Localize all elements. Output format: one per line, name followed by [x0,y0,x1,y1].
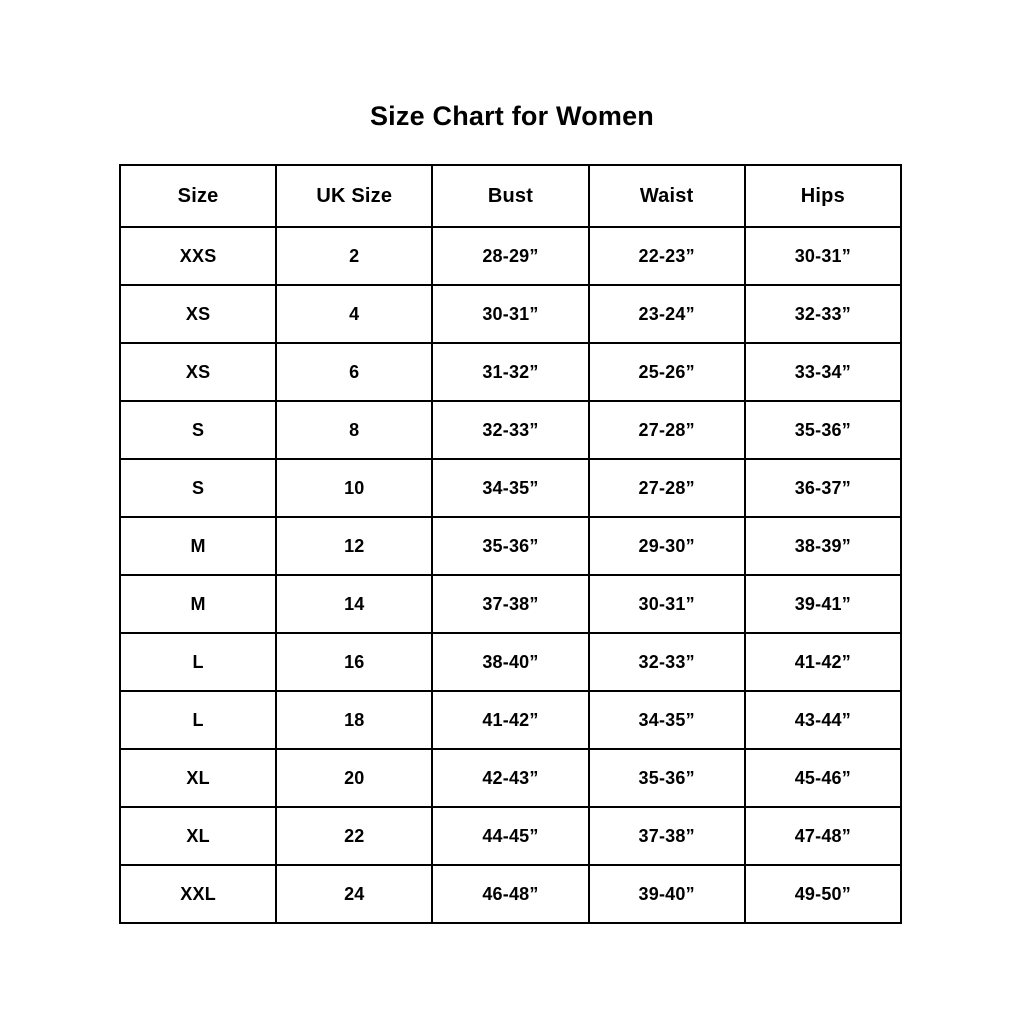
cell-hips: 32-33” [743,284,902,344]
table-row: XL 22 44-45” 37-38” 47-48” [118,806,902,866]
cell-waist: 22-23” [587,226,746,286]
cell-size: L [118,632,278,692]
cell-bust: 46-48” [431,864,590,924]
cell-uk_size: 18 [275,690,434,750]
cell-waist: 37-38” [587,806,746,866]
table-row: XL 20 42-43” 35-36” 45-46” [118,748,902,808]
table-header: Size UK Size Bust Waist Hips [118,164,902,228]
cell-waist: 32-33” [587,632,746,692]
cell-bust: 42-43” [431,748,590,808]
cell-bust: 30-31” [431,284,590,344]
cell-bust: 34-35” [431,458,590,518]
table-body: XXS 2 28-29” 22-23” 30-31” XS 4 30-31” 23-24” 32-… [118,226,902,924]
cell-hips: 39-41” [743,574,902,634]
cell-hips: 30-31” [743,226,902,286]
cell-bust: 28-29” [431,226,590,286]
column-header-size: Size [118,164,278,228]
cell-hips: 43-44” [743,690,902,750]
cell-size: M [118,574,278,634]
table-row: S 10 34-35” 27-28” 36-37” [118,458,902,518]
cell-uk_size: 22 [275,806,434,866]
cell-hips: 35-36” [743,400,902,460]
cell-waist: 34-35” [587,690,746,750]
cell-size: XL [118,806,278,866]
table-row: M 14 37-38” 30-31” 39-41” [118,574,902,634]
cell-bust: 38-40” [431,632,590,692]
cell-waist: 30-31” [587,574,746,634]
cell-size: XL [118,748,278,808]
cell-hips: 45-46” [743,748,902,808]
cell-waist: 29-30” [587,516,746,576]
size-chart-container: Size UK Size Bust Waist Hips XXS 2 28-29” 2… [118,164,902,924]
column-header-bust: Bust [431,164,590,228]
cell-uk_size: 2 [275,226,434,286]
cell-size: XS [118,342,278,402]
cell-bust: 31-32” [431,342,590,402]
cell-uk_size: 6 [275,342,434,402]
cell-hips: 41-42” [743,632,902,692]
table-row: XXS 2 28-29” 22-23” 30-31” [118,226,902,286]
table-row: S 8 32-33” 27-28” 35-36” [118,400,902,460]
table-row: L 18 41-42” 34-35” 43-44” [118,690,902,750]
cell-hips: 33-34” [743,342,902,402]
table-row: L 16 38-40” 32-33” 41-42” [118,632,902,692]
cell-size: XXL [118,864,278,924]
cell-hips: 49-50” [743,864,902,924]
cell-size: L [118,690,278,750]
cell-size: M [118,516,278,576]
cell-uk_size: 4 [275,284,434,344]
cell-uk_size: 8 [275,400,434,460]
cell-size: XXS [118,226,278,286]
cell-waist: 25-26” [587,342,746,402]
table-row: M 12 35-36” 29-30” 38-39” [118,516,902,576]
table-header-row: Size UK Size Bust Waist Hips [118,164,902,228]
cell-bust: 35-36” [431,516,590,576]
cell-uk_size: 24 [275,864,434,924]
cell-waist: 35-36” [587,748,746,808]
column-header-uk-size: UK Size [275,164,434,228]
cell-uk_size: 12 [275,516,434,576]
table-row: XS 4 30-31” 23-24” 32-33” [118,284,902,344]
cell-uk_size: 20 [275,748,434,808]
size-chart-table: Size UK Size Bust Waist Hips XXS 2 28-29” 2… [118,164,902,924]
page-title: Size Chart for Women [369,101,655,131]
table-row: XXL 24 46-48” 39-40” 49-50” [118,864,902,924]
table-row: XS 6 31-32” 25-26” 33-34” [118,342,902,402]
cell-bust: 41-42” [431,690,590,750]
cell-hips: 38-39” [743,516,902,576]
cell-bust: 32-33” [431,400,590,460]
column-header-waist: Waist [587,164,746,228]
cell-uk_size: 16 [275,632,434,692]
cell-hips: 47-48” [743,806,902,866]
cell-waist: 27-28” [587,458,746,518]
cell-size: XS [118,284,278,344]
cell-size: S [118,400,278,460]
cell-waist: 23-24” [587,284,746,344]
cell-bust: 44-45” [431,806,590,866]
column-header-hips: Hips [743,164,902,228]
cell-waist: 39-40” [587,864,746,924]
cell-uk_size: 10 [275,458,434,518]
cell-uk_size: 14 [275,574,434,634]
cell-size: S [118,458,278,518]
cell-hips: 36-37” [743,458,902,518]
cell-bust: 37-38” [431,574,590,634]
cell-waist: 27-28” [587,400,746,460]
